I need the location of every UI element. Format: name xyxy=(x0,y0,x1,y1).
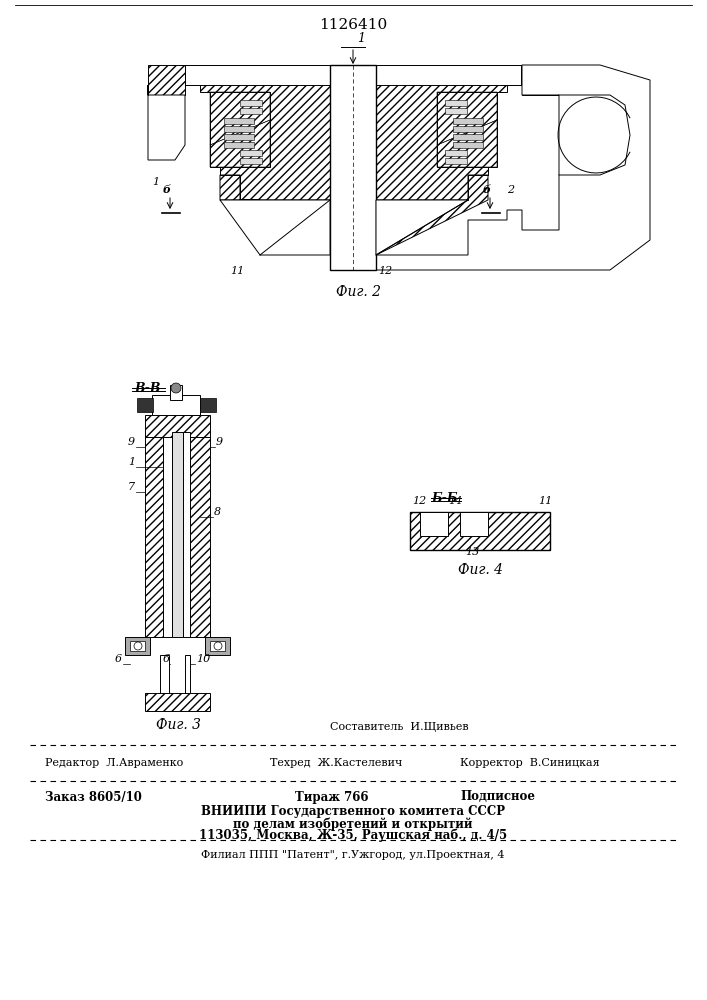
Bar xyxy=(185,655,190,693)
Text: 113035, Москва, Ж-35, Раушская наб., д. 4/5: 113035, Москва, Ж-35, Раушская наб., д. … xyxy=(199,828,507,842)
Text: 11: 11 xyxy=(538,496,552,506)
Text: 1126410: 1126410 xyxy=(319,18,387,32)
Bar xyxy=(163,437,172,637)
Bar xyxy=(330,65,376,270)
Text: Редактор  Л.Авраменко: Редактор Л.Авраменко xyxy=(45,758,183,768)
Bar xyxy=(420,512,448,536)
Bar xyxy=(183,432,190,637)
Bar xyxy=(445,108,467,114)
Bar xyxy=(460,512,488,536)
Bar xyxy=(210,641,225,651)
Text: Корректор  В.Синицкая: Корректор В.Синицкая xyxy=(460,758,600,768)
Text: Подписное: Подписное xyxy=(460,790,535,804)
Text: 11: 11 xyxy=(230,266,244,276)
Text: 7: 7 xyxy=(128,482,135,492)
Text: Фиг. 3: Фиг. 3 xyxy=(156,718,201,732)
Bar xyxy=(445,100,467,106)
Bar xyxy=(453,134,483,140)
Circle shape xyxy=(134,642,142,650)
Bar xyxy=(240,108,262,114)
Text: 9: 9 xyxy=(128,437,135,447)
Bar xyxy=(125,637,150,655)
Bar xyxy=(453,142,483,148)
Bar xyxy=(200,398,216,412)
Text: ВНИИПИ Государственного комитета СССР: ВНИИПИ Государственного комитета СССР xyxy=(201,804,505,818)
Text: 6: 6 xyxy=(115,654,122,664)
Bar xyxy=(137,398,153,412)
Bar xyxy=(190,437,210,637)
Bar xyxy=(240,100,262,106)
Bar xyxy=(185,65,330,85)
Text: Фиг. 2: Фиг. 2 xyxy=(336,285,380,299)
Polygon shape xyxy=(171,383,181,393)
Bar xyxy=(145,415,210,437)
Text: Составитель  И.Щивьев: Составитель И.Щивьев xyxy=(330,722,469,732)
Bar xyxy=(145,437,163,637)
Text: Б-Б: Б-Б xyxy=(432,491,458,504)
Bar xyxy=(224,134,254,140)
Text: 12: 12 xyxy=(412,496,426,506)
Bar xyxy=(437,92,497,167)
Bar xyxy=(224,126,254,132)
Text: 6: 6 xyxy=(163,654,170,664)
Text: 1: 1 xyxy=(357,32,365,45)
Circle shape xyxy=(214,642,222,650)
Bar xyxy=(224,118,254,124)
Text: Техред  Ж.Кастелевич: Техред Ж.Кастелевич xyxy=(270,758,402,768)
Bar xyxy=(170,385,182,400)
Bar xyxy=(160,655,169,693)
Bar xyxy=(445,150,467,156)
Text: 12: 12 xyxy=(378,266,392,276)
Bar xyxy=(152,395,200,415)
Text: б: б xyxy=(483,184,491,195)
Text: б: б xyxy=(163,184,171,195)
Text: В-В: В-В xyxy=(135,381,161,394)
Bar xyxy=(410,512,550,550)
Polygon shape xyxy=(376,200,468,255)
Bar xyxy=(224,142,254,148)
Bar xyxy=(445,158,467,164)
Text: 14: 14 xyxy=(448,496,462,506)
Text: Заказ 8605/10: Заказ 8605/10 xyxy=(45,790,142,804)
Bar xyxy=(453,118,483,124)
Bar xyxy=(453,126,483,132)
Bar xyxy=(240,158,262,164)
Text: 1: 1 xyxy=(128,457,135,467)
Text: Филиал ППП "Патент", г.Ужгород, ул.Проектная, 4: Филиал ППП "Патент", г.Ужгород, ул.Проек… xyxy=(201,850,505,860)
Polygon shape xyxy=(376,65,650,270)
Bar xyxy=(210,92,270,167)
Bar xyxy=(145,693,210,711)
Text: 1: 1 xyxy=(152,177,159,187)
Text: 13: 13 xyxy=(465,547,479,557)
Text: 8: 8 xyxy=(214,507,221,517)
Text: 10: 10 xyxy=(196,654,210,664)
Polygon shape xyxy=(148,85,185,160)
Text: по делам изобретений и открытий: по делам изобретений и открытий xyxy=(233,817,473,831)
Text: Тираж 766: Тираж 766 xyxy=(295,790,368,804)
Text: 9: 9 xyxy=(216,437,223,447)
Polygon shape xyxy=(220,200,330,255)
Text: Фиг. 4: Фиг. 4 xyxy=(457,563,503,577)
Bar xyxy=(130,641,145,651)
Bar xyxy=(376,65,521,85)
Bar xyxy=(205,637,230,655)
Text: 2: 2 xyxy=(507,185,514,195)
Bar xyxy=(172,432,183,637)
Bar xyxy=(240,150,262,156)
